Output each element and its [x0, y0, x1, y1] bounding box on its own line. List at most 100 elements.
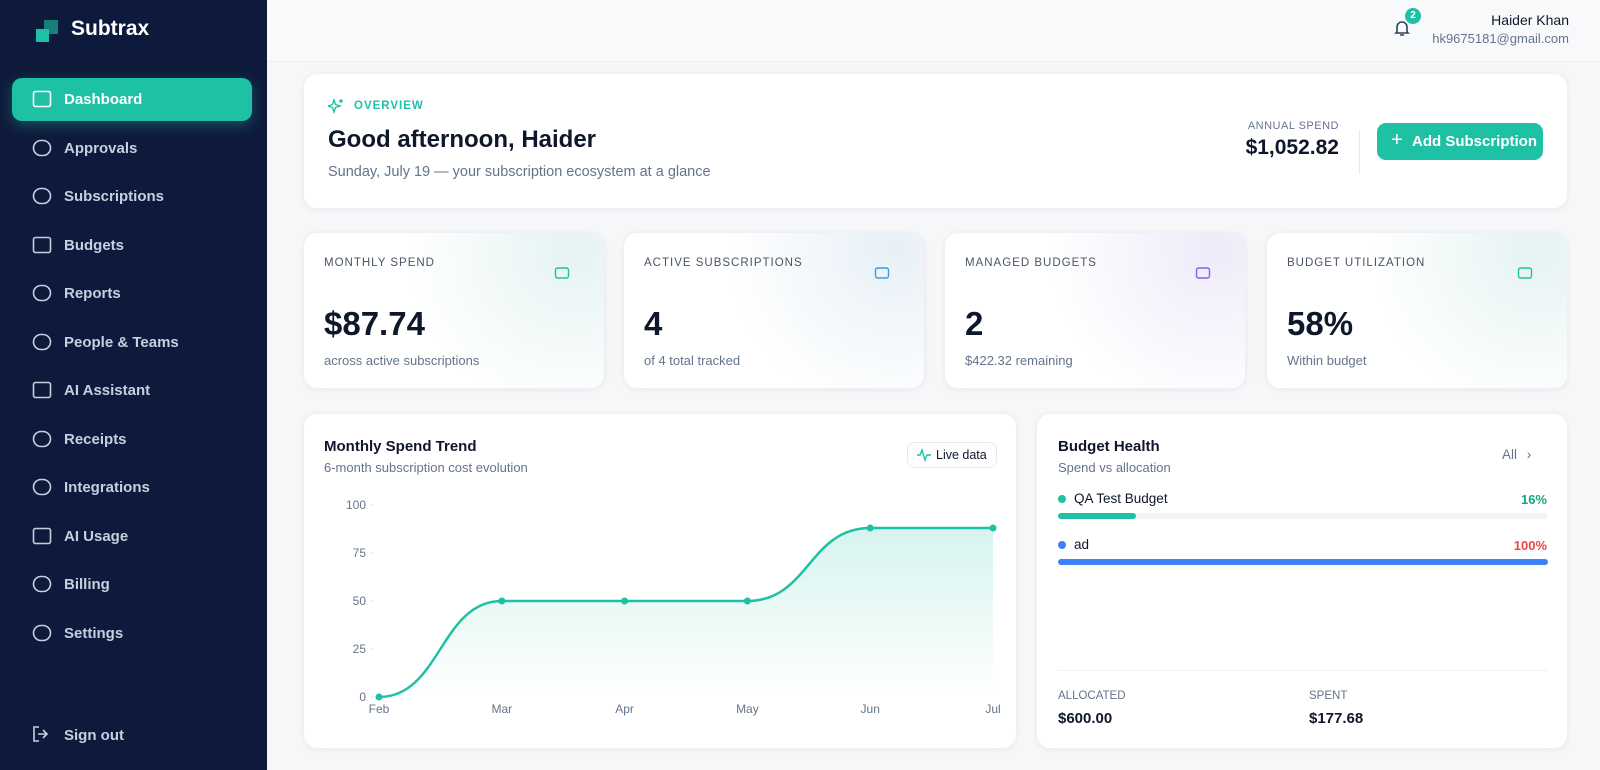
bell[interactable]	[1392, 18, 1412, 38]
icon-shape	[1517, 267, 1533, 279]
icon-shape	[32, 333, 52, 350]
nav-item[interactable]: People & Teams	[12, 321, 252, 364]
bar	[1058, 513, 1137, 519]
live-label: Live data	[936, 448, 987, 462]
icon-shape	[32, 478, 52, 496]
line	[378, 526, 993, 699]
icon-shape	[554, 267, 570, 279]
nav-item[interactable]: Receipts	[12, 418, 252, 461]
nav-label: AI Usage	[64, 527, 129, 545]
nav-icon	[32, 478, 52, 496]
budget-title: Budget Health	[1058, 438, 1160, 455]
budget-subtitle: Spend vs allocation	[1058, 460, 1171, 475]
divider	[1359, 130, 1360, 174]
nav-item[interactable]: AI Assistant	[12, 369, 252, 412]
annual-value: $1,052.82	[1245, 136, 1339, 159]
icon-shape	[32, 139, 52, 156]
x-tick-label: May	[736, 702, 759, 716]
nav-label: Approvals	[64, 139, 138, 157]
sparkle	[328, 98, 343, 114]
point	[743, 597, 751, 605]
overview-card: OVERVIEW Good afternoon, Haider Sunday, …	[303, 73, 1568, 209]
add-subscription-button[interactable]: + Add Subscription	[1377, 123, 1543, 160]
icon-shape	[32, 527, 52, 544]
all-link[interactable]: All ›	[1502, 447, 1532, 462]
nav-icon	[32, 527, 52, 544]
nav-label: Budgets	[64, 236, 124, 254]
divider	[1058, 670, 1548, 671]
stat-note: of 4 total tracked	[644, 353, 741, 368]
sign-out-label: Sign out	[64, 727, 124, 744]
spent-label: SPENT	[1309, 690, 1348, 702]
nav-label: Dashboard	[64, 91, 143, 108]
y-tick-label: 0	[359, 690, 366, 704]
x-tick-label: Jun	[861, 702, 880, 716]
stat-value: 58%	[1287, 305, 1354, 342]
stat-label: BUDGET UTILIZATION	[1287, 257, 1426, 269]
logo	[36, 20, 58, 42]
nav-item[interactable]: AI Usage	[12, 515, 252, 558]
nav-label: Receipts	[64, 430, 127, 448]
nav-item[interactable]: Integrations	[12, 466, 252, 509]
notification-badge: 2	[1405, 8, 1421, 24]
icon-shape	[1195, 267, 1211, 279]
budget-percent: 100%	[1513, 538, 1547, 553]
nav-item[interactable]: Reports	[12, 272, 252, 315]
live-badge: Live data	[907, 442, 997, 468]
stat-value: 2	[965, 305, 984, 342]
budget-name: ad	[1074, 537, 1090, 552]
stat-label: MONTHLY SPEND	[324, 257, 435, 269]
button-label: Add Subscription	[1412, 133, 1537, 150]
nav-item[interactable]: Approvals	[12, 127, 252, 170]
budget-name: QA Test Budget	[1074, 491, 1168, 506]
track	[1058, 513, 1548, 519]
stat-note: across active subscriptions	[324, 353, 480, 368]
x-tick-label: Feb	[369, 702, 390, 716]
stat-label: ACTIVE SUBSCRIPTIONS	[644, 257, 803, 269]
x-tick-label: Mar	[491, 702, 512, 716]
nav-icon	[32, 236, 52, 253]
nav-item[interactable]: Budgets	[12, 224, 252, 267]
icon-shape	[32, 284, 52, 302]
user-name: Haider Khan	[1491, 12, 1569, 28]
nav-icon	[32, 430, 52, 447]
stat-icon	[554, 267, 570, 279]
nav-label: Integrations	[64, 479, 150, 496]
point	[989, 524, 997, 532]
x-tick-label: Jul	[985, 702, 1000, 716]
y-tick-label: 25	[353, 642, 367, 656]
sidebar: Subtrax Dashboard Approvals Subscriptions B…	[0, 0, 267, 770]
nav-icon	[32, 333, 52, 350]
icon-shape	[32, 90, 52, 108]
nav-item[interactable]: Billing	[12, 563, 252, 606]
all-label: All	[1502, 447, 1518, 462]
nav-label: Reports	[64, 285, 121, 302]
chart-subtitle: 6-month subscription cost evolution	[324, 460, 528, 475]
nav-label: Settings	[64, 624, 124, 642]
sign-out[interactable]: Sign out	[12, 714, 252, 757]
eyebrow: OVERVIEW	[354, 100, 424, 112]
stat-note: Within budget	[1287, 353, 1367, 368]
annual-label: ANNUAL SPEND	[1247, 120, 1339, 132]
chart-title: Monthly Spend Trend	[324, 438, 477, 455]
nav-item[interactable]: Settings	[12, 612, 252, 655]
allocated-label: ALLOCATED	[1058, 690, 1126, 702]
area	[379, 528, 993, 697]
line-chart: 0 25 50 75 100 Feb Mar Apr May Jun Jul	[346, 498, 1001, 716]
nav-icon	[32, 139, 52, 156]
point	[621, 597, 629, 605]
nav-icon	[32, 381, 52, 399]
stat-card: MONTHLY SPEND $87.74 across active subscri…	[303, 232, 605, 389]
stat-value: 4	[644, 305, 663, 342]
allocated-value: $600.00	[1058, 710, 1113, 727]
bar	[1058, 559, 1548, 565]
x-tick-label: Apr	[615, 702, 634, 716]
icon-shape	[32, 236, 52, 253]
nav-item[interactable]: Dashboard	[12, 78, 252, 121]
nav-item[interactable]: Subscriptions	[12, 175, 252, 218]
nav-label: Billing	[64, 576, 110, 593]
icon-shape	[874, 267, 890, 279]
budget-percent: 16%	[1520, 492, 1547, 507]
dot	[1058, 495, 1066, 503]
